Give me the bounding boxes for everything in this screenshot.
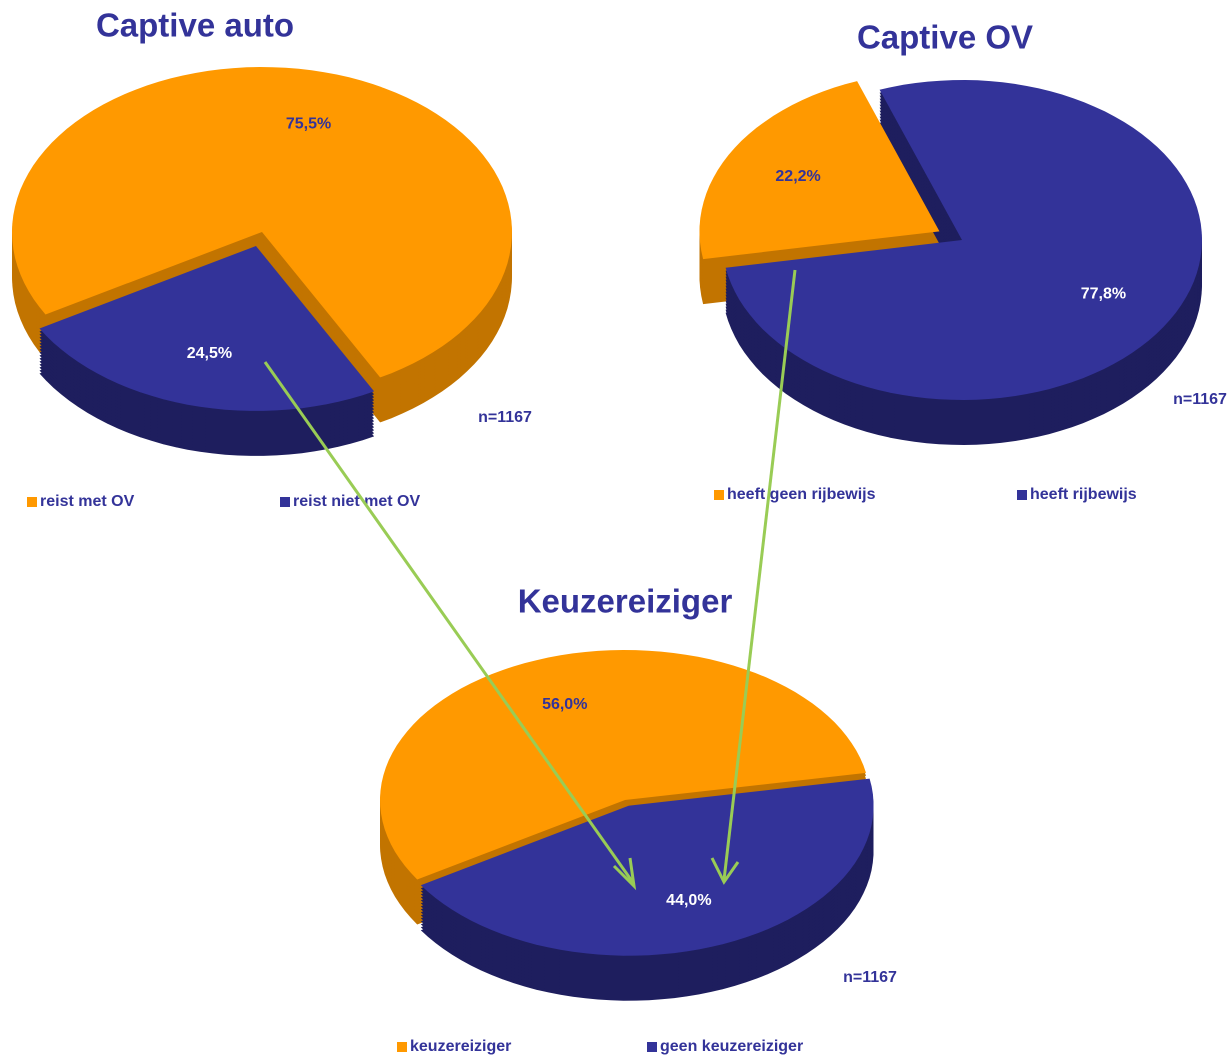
chart-title: Captive auto	[96, 7, 294, 44]
pie-chart: Captive auto 75,5% 24,5% n=1167 reist met OV…	[12, 7, 532, 510]
slice	[12, 67, 512, 378]
arrows	[263, 269, 797, 891]
annotation: n=1167	[843, 969, 897, 986]
slice	[699, 81, 940, 260]
annotation: n=1167	[478, 409, 532, 426]
data-label: 56,0%	[542, 696, 587, 713]
slice	[420, 778, 874, 956]
legend-label: reist niet met OV	[293, 493, 420, 510]
legend-swatch	[397, 1042, 407, 1052]
pie-chart: Keuzereiziger 56,0% 44,0% n=1167 keuzereizig…	[380, 583, 897, 1055]
data-label: 44,0%	[666, 892, 711, 909]
legend-label: heeft geen rijbewijs	[727, 486, 876, 503]
pie-chart: Captive OV 22,2% 77,8% n=1167 heeft geen rij…	[699, 19, 1227, 503]
chart-title: Keuzereiziger	[518, 583, 733, 620]
slice	[725, 80, 1202, 400]
legend-swatch	[647, 1042, 657, 1052]
data-label: 75,5%	[286, 115, 331, 132]
legend-swatch	[1017, 490, 1027, 500]
legend-label: geen keuzereiziger	[660, 1038, 803, 1055]
slice	[39, 245, 375, 411]
arrow	[263, 361, 636, 885]
annotation: n=1167	[1173, 391, 1227, 408]
arrow-head	[710, 857, 740, 885]
legend-swatch	[27, 497, 37, 507]
data-label: 22,2%	[775, 168, 820, 185]
legend-label: heeft rijbewijs	[1030, 486, 1137, 503]
pies: Captive auto 75,5% 24,5% n=1167 reist met OV…	[12, 7, 1227, 1055]
legend-swatch	[280, 497, 290, 507]
data-label: 77,8%	[1081, 286, 1126, 303]
arrow-head	[612, 857, 637, 891]
legend-label: keuzereiziger	[410, 1038, 511, 1055]
data-label: 24,5%	[187, 345, 232, 362]
chart-title: Captive OV	[857, 19, 1033, 56]
legend-label: reist met OV	[40, 493, 135, 510]
arrow	[722, 269, 797, 881]
legend-swatch	[714, 490, 724, 500]
